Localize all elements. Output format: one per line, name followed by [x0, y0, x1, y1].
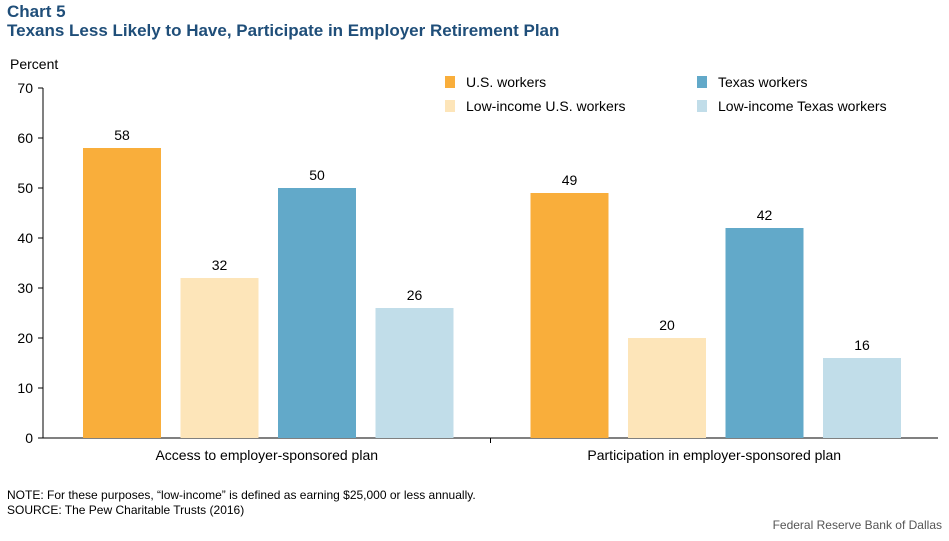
bar-value-label: 26 — [407, 287, 423, 303]
y-tick-label: 0 — [25, 430, 33, 446]
y-tick-label: 30 — [17, 280, 33, 296]
legend-swatch — [697, 76, 707, 88]
source-note: SOURCE: The Pew Charitable Trusts (2016) — [7, 503, 245, 517]
y-axis-label: Percent — [10, 56, 58, 72]
bar — [823, 358, 901, 438]
bar-value-label: 16 — [854, 337, 870, 353]
bar — [278, 188, 356, 438]
legend-entry: Low-income Texas workers — [718, 98, 887, 114]
chart-number: Chart 5 — [7, 2, 66, 21]
y-tick-label: 20 — [17, 330, 33, 346]
y-tick-label: 60 — [17, 130, 33, 146]
credit-line: Federal Reserve Bank of Dallas — [772, 518, 942, 532]
y-tick-label: 40 — [17, 230, 33, 246]
legend-entry: Texas workers — [718, 74, 807, 90]
bar-value-label: 58 — [114, 127, 130, 143]
legend-swatch — [697, 100, 707, 112]
chart-title: Texans Less Likely to Have, Participate … — [7, 21, 560, 40]
x-category-label: Access to employer-sponsored plan — [155, 447, 378, 463]
bar — [530, 193, 609, 438]
bar-value-label: 32 — [212, 257, 228, 273]
bar — [725, 228, 804, 438]
x-category-label: Participation in employer-sponsored plan — [587, 447, 841, 463]
bar — [628, 338, 706, 438]
footnote: NOTE: For these purposes, “low-income” i… — [7, 488, 476, 502]
bar — [180, 278, 259, 438]
y-tick-label: 70 — [17, 80, 33, 96]
bar — [375, 308, 454, 438]
y-tick-label: 10 — [17, 380, 33, 396]
legend-entry: Low-income U.S. workers — [466, 98, 626, 114]
legend-swatch — [445, 100, 455, 112]
bar-value-label: 20 — [659, 317, 675, 333]
legend-swatch — [445, 76, 455, 88]
bar — [83, 148, 161, 438]
y-tick-label: 50 — [17, 180, 33, 196]
bar-value-label: 49 — [562, 172, 578, 188]
bar-value-label: 42 — [757, 207, 773, 223]
bar-value-label: 50 — [309, 167, 325, 183]
legend-entry: U.S. workers — [466, 74, 546, 90]
